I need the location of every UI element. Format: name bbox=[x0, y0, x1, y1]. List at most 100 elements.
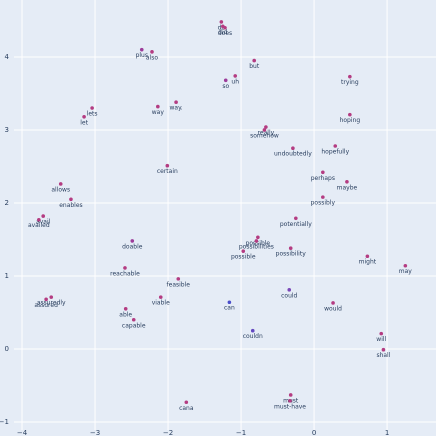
point bbox=[254, 239, 259, 243]
point bbox=[37, 217, 41, 222]
point-label: capable bbox=[122, 322, 146, 329]
point bbox=[223, 78, 228, 83]
point bbox=[379, 331, 384, 336]
point bbox=[333, 144, 338, 148]
point-label: shall bbox=[376, 352, 390, 359]
point-label: somehow bbox=[250, 132, 279, 139]
point bbox=[262, 128, 267, 132]
y-tick-label: 2 bbox=[5, 199, 9, 207]
point bbox=[331, 301, 335, 305]
point bbox=[176, 277, 181, 281]
point-label: assured bbox=[34, 302, 58, 309]
point-label: let bbox=[80, 119, 88, 126]
point bbox=[403, 263, 408, 268]
point bbox=[49, 295, 54, 299]
x-tick-label: 0 bbox=[312, 429, 316, 436]
y-tick-label: −1 bbox=[0, 418, 9, 426]
point-label: possibilities bbox=[239, 243, 274, 250]
point bbox=[156, 104, 160, 109]
point-label: undoubtedly bbox=[274, 151, 312, 158]
point-label: lets bbox=[87, 111, 98, 118]
point-label: maybe bbox=[337, 184, 358, 191]
x-tick-label: 1 bbox=[385, 429, 389, 436]
point-label: viable bbox=[152, 300, 170, 307]
point bbox=[90, 106, 94, 110]
point-label: availed bbox=[28, 222, 50, 229]
point-label: cana bbox=[179, 405, 194, 412]
point-label: did bbox=[218, 29, 227, 36]
point-label: able bbox=[119, 311, 132, 318]
point-label: possible bbox=[231, 254, 256, 261]
point bbox=[291, 146, 295, 151]
point bbox=[252, 58, 257, 63]
point-label: may bbox=[399, 268, 413, 275]
point bbox=[223, 25, 227, 30]
point bbox=[264, 125, 268, 129]
y-tick-label: 0 bbox=[5, 345, 9, 353]
point-label: would bbox=[324, 305, 342, 312]
point-label: does bbox=[218, 30, 232, 37]
point bbox=[294, 216, 298, 221]
point-label: uh bbox=[231, 78, 239, 85]
point bbox=[288, 393, 293, 397]
point-label: might bbox=[359, 259, 377, 266]
point bbox=[41, 214, 46, 218]
point-label: certain bbox=[157, 168, 178, 175]
point bbox=[381, 347, 386, 352]
point bbox=[288, 398, 292, 403]
point-label: hoping bbox=[340, 117, 361, 124]
point-label: also bbox=[146, 54, 158, 61]
point-label: couldn bbox=[243, 333, 263, 340]
point-label: could bbox=[281, 292, 297, 299]
point bbox=[345, 179, 349, 184]
point bbox=[321, 170, 325, 175]
x-tick-label: −1 bbox=[236, 429, 246, 436]
point bbox=[348, 112, 352, 117]
point-label: avail bbox=[36, 219, 51, 226]
point bbox=[241, 249, 246, 253]
point-label: must-have bbox=[274, 403, 306, 410]
y-tick-label: 1 bbox=[5, 272, 9, 280]
point-label: do bbox=[218, 24, 226, 31]
point-label: possible bbox=[246, 240, 271, 247]
point bbox=[58, 182, 63, 186]
point-label: assuredly bbox=[37, 300, 66, 307]
point-label: can bbox=[224, 305, 235, 312]
point-label: possibly bbox=[311, 200, 336, 207]
point-label: so bbox=[222, 83, 229, 90]
y-tick-label: 4 bbox=[5, 53, 10, 61]
point-label: reachable bbox=[110, 270, 140, 277]
point-label: will bbox=[376, 336, 386, 343]
y-tick-label: 3 bbox=[5, 126, 9, 134]
x-tick-label: −4 bbox=[17, 429, 28, 436]
point bbox=[348, 74, 352, 79]
point bbox=[256, 235, 260, 240]
point bbox=[158, 295, 163, 299]
point-label: possibility bbox=[276, 251, 307, 258]
point bbox=[287, 288, 292, 292]
point-label: way. bbox=[169, 105, 182, 112]
point-label: potentially bbox=[280, 221, 312, 228]
point bbox=[227, 300, 232, 305]
point bbox=[288, 246, 293, 251]
point bbox=[165, 163, 170, 168]
point bbox=[69, 197, 73, 202]
point-label: trying bbox=[341, 79, 359, 86]
point-label: enables bbox=[59, 202, 82, 209]
point bbox=[321, 195, 325, 199]
point-label: but bbox=[249, 63, 260, 70]
point-label: plus bbox=[136, 52, 148, 59]
point bbox=[219, 20, 224, 24]
point-label: doable bbox=[122, 243, 143, 250]
point bbox=[365, 254, 370, 259]
point bbox=[139, 47, 144, 52]
x-tick-label: −2 bbox=[163, 429, 173, 436]
point bbox=[174, 100, 178, 105]
point bbox=[123, 266, 127, 270]
point bbox=[250, 328, 255, 333]
point bbox=[130, 239, 135, 243]
point-label: perhaps bbox=[311, 175, 335, 182]
point bbox=[44, 297, 48, 302]
